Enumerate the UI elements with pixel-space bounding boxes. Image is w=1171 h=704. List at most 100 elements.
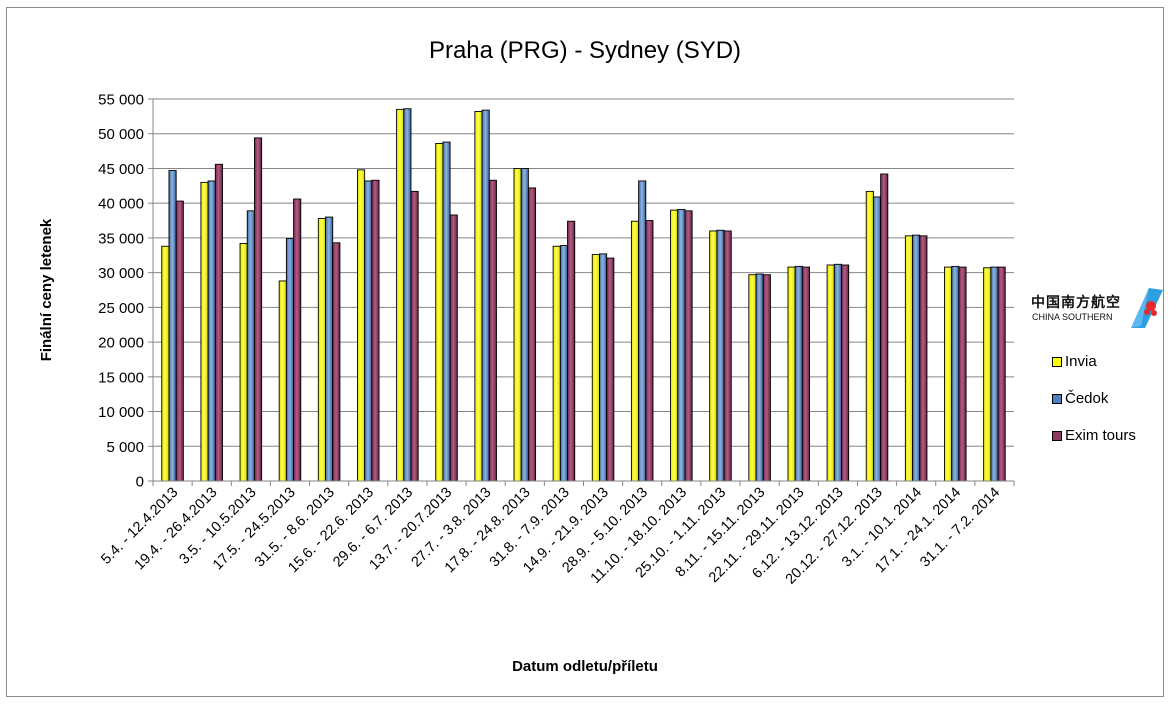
bar-cedok bbox=[912, 234, 921, 482]
y-tick-label: 15 000 bbox=[98, 369, 144, 386]
bar-exim-tours bbox=[958, 266, 967, 482]
bar-invia bbox=[278, 280, 287, 482]
china-southern-kapok-logo-icon bbox=[1131, 288, 1163, 328]
bar-cedok bbox=[520, 168, 529, 482]
bar-exim-tours bbox=[214, 163, 223, 482]
bar-exim-tours bbox=[410, 190, 419, 482]
bar-invia bbox=[435, 143, 444, 482]
bar-cedok bbox=[872, 196, 882, 482]
bar-exim-tours bbox=[606, 257, 615, 482]
legend-item-cedok: Čedok bbox=[1052, 380, 1136, 417]
bar-cedok bbox=[599, 253, 608, 482]
bar-exim-tours bbox=[527, 187, 537, 482]
bar-invia bbox=[983, 267, 992, 482]
y-tick-label: 50 000 bbox=[98, 126, 144, 143]
bar-cedok bbox=[246, 210, 255, 482]
bar-invia bbox=[787, 266, 796, 482]
logo-english-text: CHINA SOUTHERN bbox=[1032, 312, 1113, 322]
bar-exim-tours bbox=[919, 235, 928, 482]
bar-invia bbox=[670, 209, 679, 482]
bar-cedok bbox=[325, 216, 334, 482]
bar-exim-tours bbox=[684, 210, 693, 482]
bar-exim-tours bbox=[997, 266, 1006, 482]
bar-cedok bbox=[755, 273, 764, 482]
y-axis-label: Finální ceny letenek bbox=[38, 218, 55, 361]
y-tick-label: 45 000 bbox=[98, 161, 144, 178]
legend-swatch-cedok bbox=[1052, 393, 1062, 404]
y-tick-label: 20 000 bbox=[98, 335, 144, 352]
bar-invia bbox=[474, 111, 483, 482]
bar-invia bbox=[396, 108, 405, 482]
bars bbox=[161, 108, 1006, 482]
legend-label-invia: Invia bbox=[1065, 353, 1097, 370]
bar-cedok bbox=[794, 265, 803, 482]
y-tick-label: 25 000 bbox=[98, 300, 144, 317]
y-tick-label: 55 000 bbox=[98, 92, 144, 109]
china-southern-logo: 中国南方航空 CHINA SOUTHERN bbox=[1031, 286, 1166, 336]
legend-item-exim-tours: Exim tours bbox=[1052, 417, 1136, 454]
bar-invia bbox=[944, 266, 953, 482]
chart-title: Praha (PRG) - Sydney (SYD) bbox=[429, 37, 741, 64]
bar-invia bbox=[591, 254, 600, 482]
bar-cedok bbox=[677, 208, 686, 482]
legend-item-invia: Invia bbox=[1052, 343, 1136, 380]
bar-invia bbox=[513, 168, 522, 482]
y-tick-label: 40 000 bbox=[98, 196, 144, 213]
bar-cedok bbox=[364, 180, 373, 482]
bar-cedok bbox=[442, 141, 451, 482]
legend-label-cedok: Čedok bbox=[1065, 390, 1109, 407]
bar-cedok bbox=[990, 266, 999, 482]
bar-exim-tours bbox=[801, 266, 810, 482]
legend-swatch-exim-tours bbox=[1052, 430, 1062, 441]
bar-invia bbox=[865, 190, 874, 482]
legend-label-exim-tours: Exim tours bbox=[1065, 427, 1136, 444]
bar-invia bbox=[239, 243, 248, 482]
axes bbox=[148, 98, 1015, 486]
bar-cedok bbox=[285, 238, 295, 482]
logo-chinese-text: 中国南方航空 bbox=[1031, 295, 1121, 311]
chart-frame bbox=[6, 7, 1164, 697]
bar-invia bbox=[748, 274, 757, 482]
bar-exim-tours bbox=[488, 179, 497, 482]
bar-exim-tours bbox=[175, 200, 184, 482]
bar-invia bbox=[357, 169, 366, 482]
bar-invia bbox=[161, 245, 170, 482]
bar-invia bbox=[904, 235, 914, 482]
y-tick-label: 5 000 bbox=[106, 439, 144, 456]
bar-cedok bbox=[716, 229, 725, 482]
bar-invia bbox=[552, 245, 561, 482]
bar-cedok bbox=[833, 263, 842, 482]
bar-cedok bbox=[207, 180, 216, 482]
y-tick-label: 30 000 bbox=[98, 265, 144, 282]
bar-cedok bbox=[168, 170, 177, 482]
legend-swatch-invia bbox=[1052, 356, 1062, 367]
bar-exim-tours bbox=[567, 220, 576, 482]
bar-cedok bbox=[403, 108, 412, 482]
bar-invia bbox=[317, 218, 326, 482]
bar-cedok bbox=[481, 109, 490, 482]
bar-exim-tours bbox=[449, 214, 458, 482]
bar-exim-tours bbox=[253, 137, 263, 482]
bar-exim-tours bbox=[332, 242, 341, 482]
bar-invia bbox=[200, 181, 209, 482]
x-axis-label: Datum odletu/příletu bbox=[512, 658, 658, 675]
bar-exim-tours bbox=[723, 230, 732, 482]
bar-cedok bbox=[638, 180, 647, 482]
bar-exim-tours bbox=[880, 173, 889, 482]
bar-exim-tours bbox=[841, 264, 850, 482]
bar-invia bbox=[630, 220, 640, 482]
y-tick-label: 35 000 bbox=[98, 230, 144, 247]
legend: Invia Čedok Exim tours bbox=[1052, 343, 1136, 454]
bar-exim-tours bbox=[371, 179, 380, 482]
y-tick-label: 0 bbox=[136, 474, 144, 491]
bar-exim-tours bbox=[293, 198, 302, 482]
bar-exim-tours bbox=[762, 274, 771, 482]
bar-invia bbox=[826, 264, 835, 482]
bar-cedok bbox=[559, 245, 568, 482]
bar-invia bbox=[709, 230, 718, 482]
y-tick-labels: 0 5 000 10 000 15 000 20 000 25 000 30 000 35 0… bbox=[98, 92, 144, 491]
y-tick-label: 10 000 bbox=[98, 404, 144, 421]
bar-exim-tours bbox=[645, 220, 654, 482]
